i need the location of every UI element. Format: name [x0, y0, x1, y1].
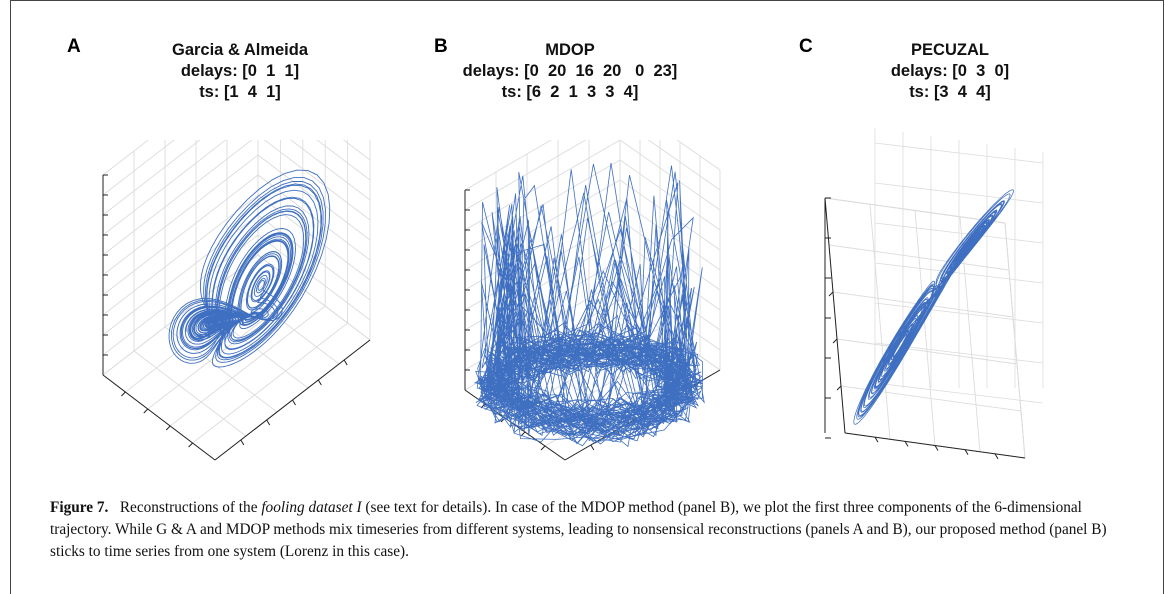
panel-a-grid-floor [102, 254, 259, 376]
panel-letter-b: B [434, 36, 448, 57]
panel-b-trajectory [473, 162, 705, 448]
panel-c-ts: ts: [3 4 4] [909, 83, 991, 101]
panel-c-tick [934, 445, 939, 451]
panel-a-grid-horizontal [102, 140, 371, 196]
panel-a-grid-horizontal [102, 140, 371, 216]
panel-a-grid-floor [169, 305, 326, 427]
panel-b-tick [590, 444, 595, 451]
panel-a-3d-plot [102, 140, 371, 461]
panel-a-tick [121, 391, 126, 397]
panel-b-delays: delays: [0 20 16 20 0 23] [462, 62, 678, 80]
panel-c-trajectory [853, 189, 1014, 425]
panel-b-ts: ts: [6 2 1 3 3 4] [501, 83, 639, 101]
caption-text-2: (see text for details). In case of the M… [50, 499, 1107, 560]
panel-a-grid-floor [133, 350, 247, 437]
panel-c-grid-floor [836, 338, 1018, 365]
panel-b-3d-plot [464, 140, 721, 461]
panel-a-tick [343, 359, 348, 366]
panel-c-grid-floor [824, 197, 1006, 224]
panel-b-grid-horizontal [464, 140, 721, 231]
panel-a-method: Garcia & Almeida [171, 41, 309, 59]
panel-letter-c: C [799, 36, 813, 57]
panel-c-tick [964, 449, 969, 455]
panel-c-grid-horizontal [874, 222, 1044, 244]
panel-b-method: MDOP [545, 41, 595, 59]
panel-c-tick [836, 385, 842, 391]
figure-frame [10, 0, 1164, 594]
panel-a-trajectory [168, 169, 331, 368]
panel-a-grid-floor [192, 322, 348, 444]
panel-c-tick [828, 291, 834, 297]
panel-letter-a: A [67, 36, 81, 57]
panel-c-axis-x [824, 197, 846, 434]
panel-a-axis-x [102, 374, 216, 461]
panel-a-tick [188, 442, 193, 448]
panel-c-tick [832, 338, 838, 344]
panel-c-3d-plot [824, 128, 1044, 460]
panel-a-grid-floor [257, 254, 371, 341]
panel-a-ts: ts: [1 4 1] [199, 83, 281, 101]
panel-a-tick [143, 408, 149, 414]
panel-b-grid-horizontal [464, 140, 721, 211]
panel-b-grid-horizontal [464, 140, 721, 191]
panel-c-grid-floor [914, 210, 936, 446]
panel-c-grid-horizontal [874, 182, 1044, 204]
panel-a-tick [266, 419, 271, 426]
panel-c-grid-horizontal [874, 142, 1044, 164]
panel-c-title: PECUZAL delays: [0 3 0] ts: [3 4 4] [800, 40, 1100, 103]
panel-a-delays: delays: [0 1 1] [180, 62, 300, 80]
panel-a-grid-floor [125, 271, 281, 393]
panel-b-grid-floor [619, 299, 721, 371]
panel-a-grid-floor [226, 278, 340, 365]
panel-a-grid-horizontal [102, 140, 371, 236]
panel-c-tick [874, 436, 879, 443]
caption-label: Figure 7. [50, 499, 109, 516]
panel-a-title: Garcia & Almeida delays: [0 1 1] ts: [1 … [90, 40, 390, 103]
panel-c-delays: delays: [0 3 0] [890, 62, 1010, 80]
panel-c-grid-floor [828, 244, 1010, 271]
panel-b-title: MDOP delays: [0 20 16 20 0 23] ts: [6 2 … [420, 40, 720, 103]
panel-c-grid-horizontal [874, 262, 1044, 284]
panel-c-tick [904, 441, 909, 447]
panel-c-method: PECUZAL [911, 41, 989, 59]
panel-a-tick [165, 425, 171, 431]
panel-c-tick [994, 453, 999, 460]
panel-a-tick [292, 399, 296, 406]
panel-c-grid-horizontal [874, 302, 1044, 324]
panel-c-grid-horizontal [874, 382, 1044, 404]
panel-b-tick [540, 445, 546, 451]
panel-a-grid-horizontal [102, 140, 371, 256]
caption-italic: fooling dataset I [261, 499, 362, 516]
figure-caption: Figure 7. Reconstructions of the fooling… [50, 497, 1140, 563]
panel-a-tick [240, 439, 245, 446]
panel-a-grid-horizontal [102, 154, 371, 276]
caption-text-1: Reconstructions of the [119, 499, 262, 516]
panel-c-grid-floor [869, 204, 891, 440]
panel-a-tick [317, 379, 322, 386]
